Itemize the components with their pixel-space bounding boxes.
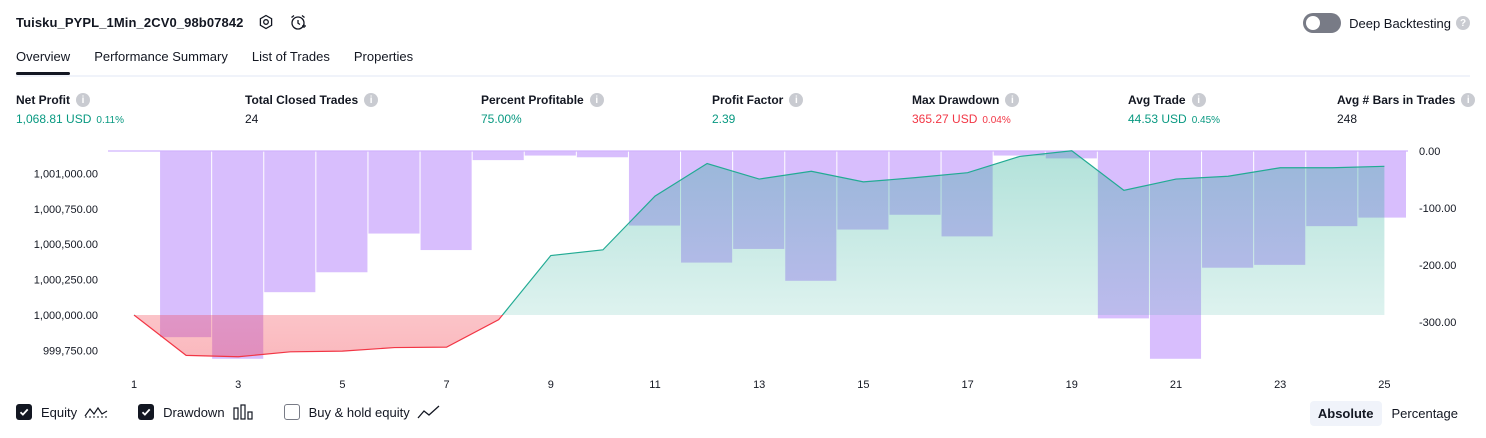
- x-axis-tick-label: 25: [1378, 379, 1390, 391]
- info-icon[interactable]: i: [1461, 93, 1476, 107]
- metric-value: 44.53 USD: [1128, 112, 1187, 126]
- equity-profit-area: [134, 150, 1385, 315]
- tab-properties[interactable]: Properties: [353, 49, 414, 64]
- deep-backtesting-toggle[interactable]: [1303, 13, 1342, 33]
- bar-chart-icon: [232, 404, 254, 420]
- info-icon[interactable]: i: [789, 93, 804, 107]
- x-axis-tick-label: 9: [548, 379, 554, 391]
- legend-buy-hold[interactable]: Buy & hold equity: [283, 404, 441, 420]
- metric-label: Avg # Bars in Trades: [1337, 93, 1456, 107]
- info-icon[interactable]: i: [364, 93, 379, 107]
- right-axis-tick-label: -200.00: [1419, 260, 1456, 272]
- deep-backtesting: Deep Backtesting ?: [1303, 13, 1470, 33]
- equity-line-below-start: [133, 315, 504, 358]
- legend-drawdown-label: Drawdown: [163, 404, 225, 420]
- drawdown-bar: [316, 151, 368, 273]
- info-icon[interactable]: i: [1005, 93, 1020, 107]
- gear-icon[interactable]: [256, 12, 276, 32]
- buy-hold-checkbox[interactable]: [283, 404, 300, 420]
- metric-value: 24: [245, 112, 259, 126]
- metric-percent: 0.04%: [982, 115, 1011, 126]
- display-mode-switch: Absolute Percentage: [1308, 401, 1466, 426]
- equity-line: [134, 150, 1385, 315]
- drawdown-bar: [368, 151, 420, 234]
- drawdown-bar: [993, 151, 1045, 156]
- x-axis-tick-label: 5: [339, 379, 345, 391]
- right-axis-tick-label: -100.00: [1419, 203, 1456, 215]
- legend-equity-label: Equity: [41, 404, 78, 420]
- x-axis-tick-label: 23: [1274, 379, 1286, 391]
- mode-percentage-button[interactable]: Percentage: [1391, 406, 1459, 421]
- legend-equity[interactable]: Equity: [16, 404, 108, 420]
- metric-value: 2.39: [712, 112, 736, 126]
- metric-label: Percent Profitable: [481, 93, 584, 107]
- metric-value: 248: [1337, 112, 1358, 126]
- info-icon[interactable]: i: [1191, 93, 1206, 107]
- strategy-header: Tuisku_PYPL_1Min_2CV0_98b07842: [16, 12, 308, 32]
- metric-net-profit: Net Profit i 1,068.81 USD 0.11%: [16, 93, 124, 126]
- tab-bar: Overview Performance Summary List of Tra…: [16, 45, 1470, 77]
- metric-label: Profit Factor: [712, 93, 784, 107]
- alarm-clock-icon[interactable]: [288, 12, 308, 32]
- metric-value: 1,068.81 USD: [16, 112, 92, 126]
- metric-label: Total Closed Trades: [245, 93, 359, 107]
- help-icon[interactable]: ?: [1456, 16, 1470, 30]
- metric-avg-trade: Avg Trade i 44.53 USD 0.45%: [1128, 93, 1220, 126]
- equity-line-icon: [84, 404, 108, 420]
- metric-value: 365.27 USD: [912, 112, 978, 126]
- drawdown-bar: [472, 151, 524, 161]
- mode-absolute-button[interactable]: Absolute: [1309, 401, 1382, 426]
- x-axis-tick-label: 7: [444, 379, 450, 391]
- drawdown-checkbox[interactable]: [138, 404, 155, 420]
- legend-drawdown[interactable]: Drawdown: [138, 404, 253, 420]
- metric-percent-profitable: Percent Profitable i 75.00%: [481, 93, 604, 126]
- right-axis-tick-label: -300.00: [1419, 317, 1456, 329]
- tab-overview[interactable]: Overview: [16, 45, 71, 75]
- x-axis-tick-label: 17: [961, 379, 973, 391]
- left-axis-tick-label: 1,000,000.00: [34, 310, 98, 322]
- drawdown-bar: [524, 151, 576, 156]
- x-axis-tick-label: 11: [649, 379, 660, 391]
- equity-checkbox[interactable]: [16, 404, 32, 420]
- left-axis-tick-label: 1,001,000.00: [34, 168, 98, 180]
- metric-label: Net Profit: [16, 93, 70, 107]
- strategy-title: Tuisku_PYPL_1Min_2CV0_98b07842: [16, 14, 244, 30]
- line-chart-icon: [417, 404, 441, 420]
- tab-performance-summary[interactable]: Performance Summary: [94, 49, 228, 64]
- x-axis-tick-label: 19: [1066, 379, 1078, 391]
- equity-loss-area: [134, 315, 1385, 357]
- right-axis-tick-label: 0.00: [1419, 146, 1440, 158]
- metric-profit-factor: Profit Factor i 2.39: [712, 93, 804, 126]
- drawdown-bar: [160, 151, 212, 338]
- metric-max-drawdown: Max Drawdown i 365.27 USD 0.04%: [912, 93, 1020, 126]
- drawdown-bar: [576, 151, 628, 158]
- chart-legend: Equity Drawdown Buy & hold equity: [16, 404, 471, 420]
- x-axis-tick-label: 21: [1170, 379, 1182, 391]
- info-icon[interactable]: i: [76, 93, 90, 107]
- left-axis-tick-label: 999,750.00: [43, 345, 98, 357]
- drawdown-bar: [420, 151, 472, 251]
- metric-label: Avg Trade: [1128, 93, 1186, 107]
- left-axis-tick-label: 1,000,750.00: [34, 204, 98, 216]
- x-axis-tick-label: 13: [753, 379, 765, 391]
- x-axis-tick-label: 3: [235, 379, 241, 391]
- metric-label: Max Drawdown: [912, 93, 1000, 107]
- drawdown-bar: [264, 151, 316, 293]
- deep-backtesting-label: Deep Backtesting: [1349, 15, 1451, 31]
- equity-drawdown-chart: 1,001,000.00 1,000,750.00 1,000,500.00 1,00…: [34, 146, 1457, 391]
- metric-percent: 0.11%: [96, 115, 125, 126]
- left-axis-tick-label: 1,000,500.00: [34, 239, 98, 251]
- metric-avg-bars: Avg # Bars in Trades i 248: [1337, 93, 1476, 126]
- left-axis-tick-label: 1,000,250.00: [34, 275, 98, 287]
- tab-list-of-trades[interactable]: List of Trades: [251, 49, 330, 64]
- metric-total-closed-trades: Total Closed Trades i 24: [245, 93, 379, 126]
- x-axis-tick-label: 1: [131, 379, 137, 391]
- metric-value: 75.00%: [481, 112, 522, 126]
- legend-buy-hold-label: Buy & hold equity: [308, 404, 410, 420]
- info-icon[interactable]: i: [589, 93, 604, 107]
- x-axis-tick-label: 15: [857, 379, 869, 391]
- metric-percent: 0.45%: [1191, 115, 1221, 126]
